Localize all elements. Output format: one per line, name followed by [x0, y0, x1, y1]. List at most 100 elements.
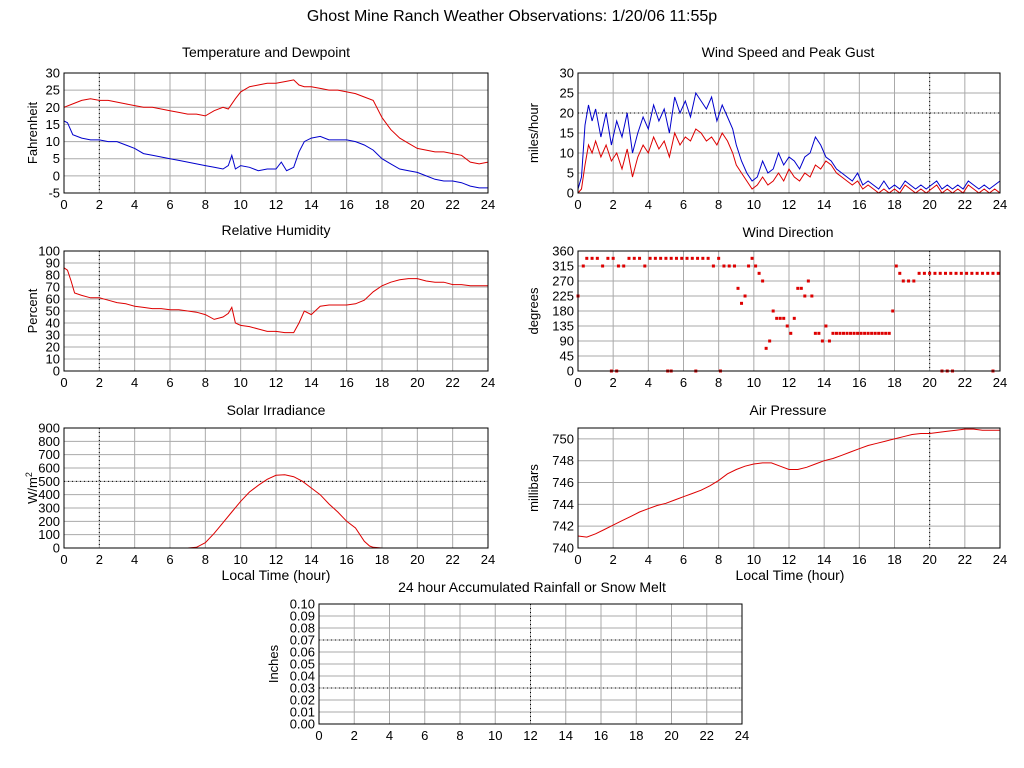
y-tick-label: 0.09 — [290, 609, 315, 624]
y-tick-label: 15 — [46, 117, 60, 132]
y-tick-label: 0.02 — [290, 693, 315, 708]
data-point — [669, 256, 673, 260]
x-tick-label: 2 — [351, 728, 358, 743]
data-point — [852, 331, 856, 335]
x-tick-label: 24 — [481, 375, 495, 390]
data-point — [664, 256, 668, 260]
y-tick-label: 0 — [53, 168, 60, 183]
y-tick-label: 25 — [46, 83, 60, 98]
wind-direction-plot: 0 2 4 6 8 10 12 14 16 18 20 22 240459013518022527031… — [526, 244, 1007, 391]
data-point — [585, 256, 589, 260]
x-tick-label: 14 — [559, 728, 573, 743]
y-tick-label: 25 — [560, 86, 574, 101]
x-tick-label: 24 — [481, 552, 495, 567]
solar-irradiance-plot: 0 2 4 6 8 10 12 14 16 18 20 22 240100200300400500600… — [24, 421, 495, 568]
x-tick-label: 14 — [817, 375, 831, 390]
x-tick-label: 24 — [993, 197, 1007, 212]
x-tick-label: 16 — [339, 552, 353, 567]
x-tick-label: 20 — [410, 197, 424, 212]
air-pressure-chart: Air Pressure 0 2 4 6 8 10 12 14 16 18 20 22 24 740 742… — [512, 400, 1024, 585]
y-tick-label: 80 — [46, 268, 60, 283]
y-tick-label: -5 — [48, 186, 60, 201]
x-tick-label: 18 — [887, 197, 901, 212]
y-tick-label: 60 — [46, 292, 60, 307]
data-point — [849, 331, 853, 335]
data-point — [764, 346, 768, 350]
data-point — [761, 279, 765, 283]
x-tick-label: 10 — [233, 552, 247, 567]
y-tick-label: 15 — [560, 126, 574, 141]
data-point — [965, 271, 969, 275]
x-tick-label: 2 — [610, 375, 617, 390]
x-tick-label: 14 — [304, 375, 318, 390]
x-tick-label: 6 — [421, 728, 428, 743]
y-tick-label: 90 — [560, 334, 574, 349]
chart-title: Wind Speed and Peak Gust — [701, 44, 875, 60]
x-tick-label: 22 — [445, 375, 459, 390]
y-tick-label: 0.10 — [290, 597, 315, 612]
x-tick-label: 0 — [315, 728, 322, 743]
data-point — [917, 271, 921, 275]
data-point — [775, 316, 779, 320]
chart-title: Air Pressure — [749, 402, 827, 418]
data-point — [750, 256, 754, 260]
chart-title: Relative Humidity — [221, 222, 331, 238]
series-line-red — [577, 128, 1001, 194]
data-point — [732, 264, 736, 268]
relative-humidity-plot: 0 2 4 6 8 10 12 14 16 18 20 22 240102030405060708090… — [25, 244, 495, 391]
x-tick-label: 0 — [574, 197, 581, 212]
x-tick-label: 2 — [610, 552, 617, 567]
y-axis-label: millibars — [526, 464, 541, 512]
chart-title: 24 hour Accumulated Rainfall or Snow Mel… — [398, 579, 666, 595]
x-tick-label: 4 — [645, 552, 652, 567]
x-tick-label: 10 — [747, 375, 761, 390]
data-point — [986, 271, 990, 275]
x-tick-label: 4 — [645, 375, 652, 390]
data-point — [690, 256, 694, 260]
chart-title: Wind Direction — [742, 224, 834, 240]
y-tick-label: 500 — [38, 474, 60, 489]
x-tick-label: 8 — [715, 375, 722, 390]
plot-frame — [577, 427, 1001, 549]
x-tick-label: 6 — [680, 197, 687, 212]
data-point — [611, 256, 615, 260]
x-tick-label: 14 — [817, 197, 831, 212]
x-tick-label: 12 — [782, 375, 796, 390]
x-tick-label: 12 — [269, 375, 283, 390]
y-tick-label: 10 — [46, 134, 60, 149]
air-pressure-plot: 0 2 4 6 8 10 12 14 16 18 20 22 24740742744746748750m… — [526, 427, 1007, 567]
x-tick-label: 24 — [993, 552, 1007, 567]
temperature-dewpoint-chart: Temperature and Dewpoint 0 2 4 6 8 10 12 14 16 18… — [0, 42, 512, 220]
data-point — [975, 271, 979, 275]
data-point — [894, 264, 898, 268]
data-point — [785, 324, 789, 328]
x-tick-label: 0 — [60, 197, 67, 212]
x-tick-label: 10 — [488, 728, 502, 743]
data-point — [845, 331, 849, 335]
y-tick-label: 400 — [38, 487, 60, 502]
x-tick-label: 18 — [629, 728, 643, 743]
y-axis-label: degrees — [526, 287, 541, 334]
x-tick-label: 18 — [375, 375, 389, 390]
data-point — [638, 256, 642, 260]
data-point — [643, 264, 647, 268]
data-point — [768, 339, 772, 343]
x-tick-label: 16 — [594, 728, 608, 743]
data-point — [740, 301, 744, 305]
x-tick-label: 18 — [375, 552, 389, 567]
data-point — [880, 331, 884, 335]
data-point — [803, 294, 807, 298]
y-tick-label: 10 — [560, 146, 574, 161]
y-tick-label: 5 — [567, 166, 574, 181]
y-tick-label: 100 — [38, 244, 60, 259]
x-tick-label: 0 — [60, 375, 67, 390]
data-point — [696, 256, 700, 260]
y-tick-label: 315 — [552, 259, 574, 274]
x-tick-label: 0 — [60, 552, 67, 567]
data-point — [943, 271, 947, 275]
data-point — [711, 264, 715, 268]
x-tick-label: 10 — [747, 552, 761, 567]
y-tick-label: 180 — [552, 304, 574, 319]
series-line-red — [577, 428, 1000, 538]
x-tick-label: 20 — [410, 375, 424, 390]
